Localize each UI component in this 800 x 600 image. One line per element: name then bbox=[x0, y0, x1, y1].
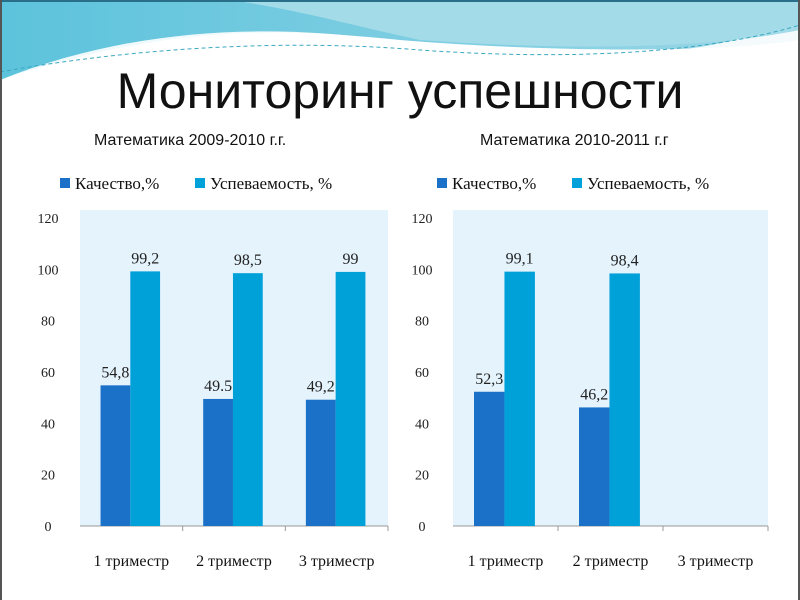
x-tick-label: 2 триместр bbox=[196, 553, 272, 570]
y-tick-label: 120 bbox=[38, 212, 59, 227]
bar-progress bbox=[335, 271, 366, 526]
y-tick-label: 60 bbox=[415, 366, 429, 381]
legend-swatch bbox=[437, 178, 447, 188]
legend-label: Качество,% bbox=[452, 174, 536, 193]
x-tick-label: 1 триместр bbox=[93, 553, 169, 570]
y-tick-label: 80 bbox=[415, 315, 429, 330]
data-label: 49.5 bbox=[204, 378, 232, 395]
legend-swatch bbox=[572, 178, 582, 188]
x-tick-label: 2 триместр bbox=[573, 553, 649, 570]
bar-quality bbox=[203, 398, 233, 526]
x-tick-label: 3 триместр bbox=[678, 553, 754, 570]
legend-label: Успеваемость, % bbox=[210, 174, 332, 193]
y-tick-label: 20 bbox=[41, 469, 55, 484]
y-tick-label: 80 bbox=[41, 315, 55, 330]
y-tick-label: 120 bbox=[412, 212, 433, 227]
data-label: 52,3 bbox=[475, 371, 503, 388]
y-tick-label: 100 bbox=[412, 263, 433, 278]
legend-label: Качество,% bbox=[75, 174, 159, 193]
y-tick-label: 40 bbox=[415, 417, 429, 432]
page-title: Мониторинг успешности bbox=[116, 63, 684, 119]
y-tick-label: 0 bbox=[45, 520, 52, 535]
data-label: 49,2 bbox=[307, 379, 335, 396]
bar-quality bbox=[474, 391, 505, 526]
legend-swatch bbox=[195, 178, 205, 188]
data-label: 98,4 bbox=[611, 252, 639, 269]
y-tick-label: 40 bbox=[41, 417, 55, 432]
data-label: 99,2 bbox=[131, 250, 159, 267]
y-tick-label: 60 bbox=[41, 366, 55, 381]
x-tick-label: 1 триместр bbox=[468, 553, 544, 570]
y-tick-label: 20 bbox=[415, 469, 429, 484]
legend-label: Успеваемость, % bbox=[587, 174, 709, 193]
data-label: 98,5 bbox=[234, 252, 262, 269]
bar-progress bbox=[504, 271, 535, 526]
bar-progress bbox=[232, 273, 263, 526]
bar-progress bbox=[609, 273, 640, 526]
data-label: 99 bbox=[343, 251, 359, 268]
chart-1-title: Математика 2009-2010 г.г. bbox=[94, 132, 287, 149]
y-tick-label: 100 bbox=[38, 263, 59, 278]
bar-quality bbox=[305, 399, 336, 526]
bar-progress bbox=[130, 271, 161, 526]
y-tick-label: 0 bbox=[419, 520, 426, 535]
bar-quality bbox=[579, 407, 610, 526]
x-tick-label: 3 триместр bbox=[299, 553, 375, 570]
data-label: 54,8 bbox=[101, 364, 129, 381]
chart-2-title: Математика 2010-2011 г.г bbox=[480, 132, 669, 149]
legend-swatch bbox=[60, 178, 70, 188]
bar-quality bbox=[100, 385, 131, 526]
data-label: 99,1 bbox=[506, 251, 534, 268]
data-label: 46,2 bbox=[580, 386, 608, 403]
